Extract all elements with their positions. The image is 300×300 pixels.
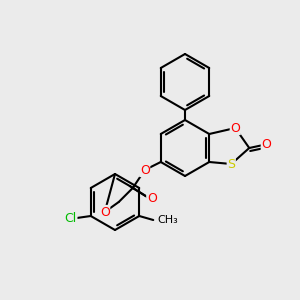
Text: CH₃: CH₃ [157, 215, 178, 225]
Text: Cl: Cl [64, 212, 77, 224]
Text: O: O [140, 164, 150, 176]
Text: O: O [100, 206, 110, 218]
Text: O: O [230, 122, 240, 134]
Text: O: O [261, 139, 271, 152]
Text: S: S [227, 158, 235, 170]
Text: O: O [147, 191, 157, 205]
